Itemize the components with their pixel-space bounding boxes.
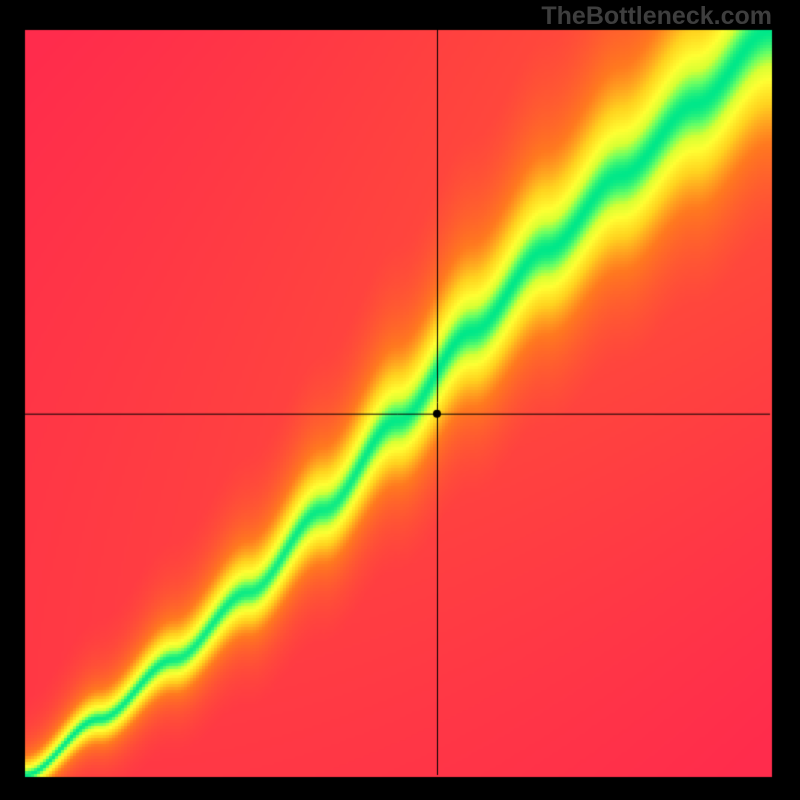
bottleneck-heatmap	[0, 0, 800, 800]
watermark-text: TheBottleneck.com	[541, 2, 772, 31]
chart-container: TheBottleneck.com	[0, 0, 800, 800]
